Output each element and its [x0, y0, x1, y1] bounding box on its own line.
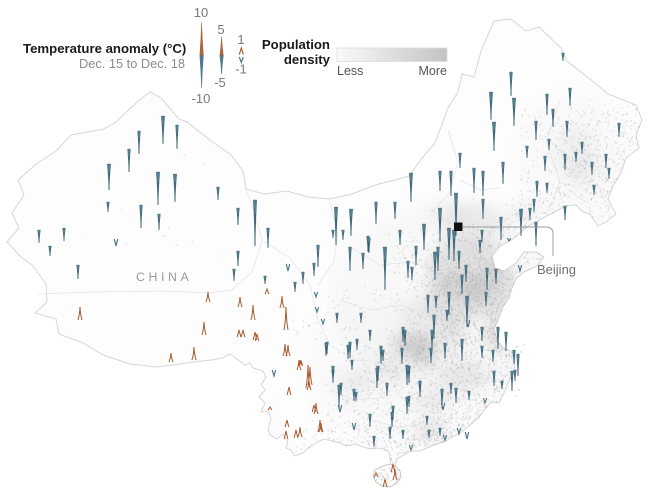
- svg-text:Temperature anomaly (°C): Temperature anomaly (°C): [23, 41, 186, 56]
- svg-text:More: More: [419, 64, 448, 78]
- svg-text:1: 1: [237, 32, 244, 47]
- svg-text:density: density: [284, 52, 331, 67]
- svg-text:10: 10: [194, 5, 208, 20]
- svg-text:Beijing: Beijing: [537, 262, 576, 277]
- svg-text:CHINA: CHINA: [136, 270, 192, 284]
- svg-text:-1: -1: [235, 62, 247, 77]
- svg-text:5: 5: [217, 22, 224, 37]
- svg-text:-5: -5: [214, 75, 226, 90]
- svg-text:Population: Population: [262, 37, 330, 52]
- svg-text:Dec. 15 to Dec. 18: Dec. 15 to Dec. 18: [79, 56, 185, 71]
- svg-text:-10: -10: [192, 91, 211, 106]
- svg-text:Less: Less: [337, 64, 363, 78]
